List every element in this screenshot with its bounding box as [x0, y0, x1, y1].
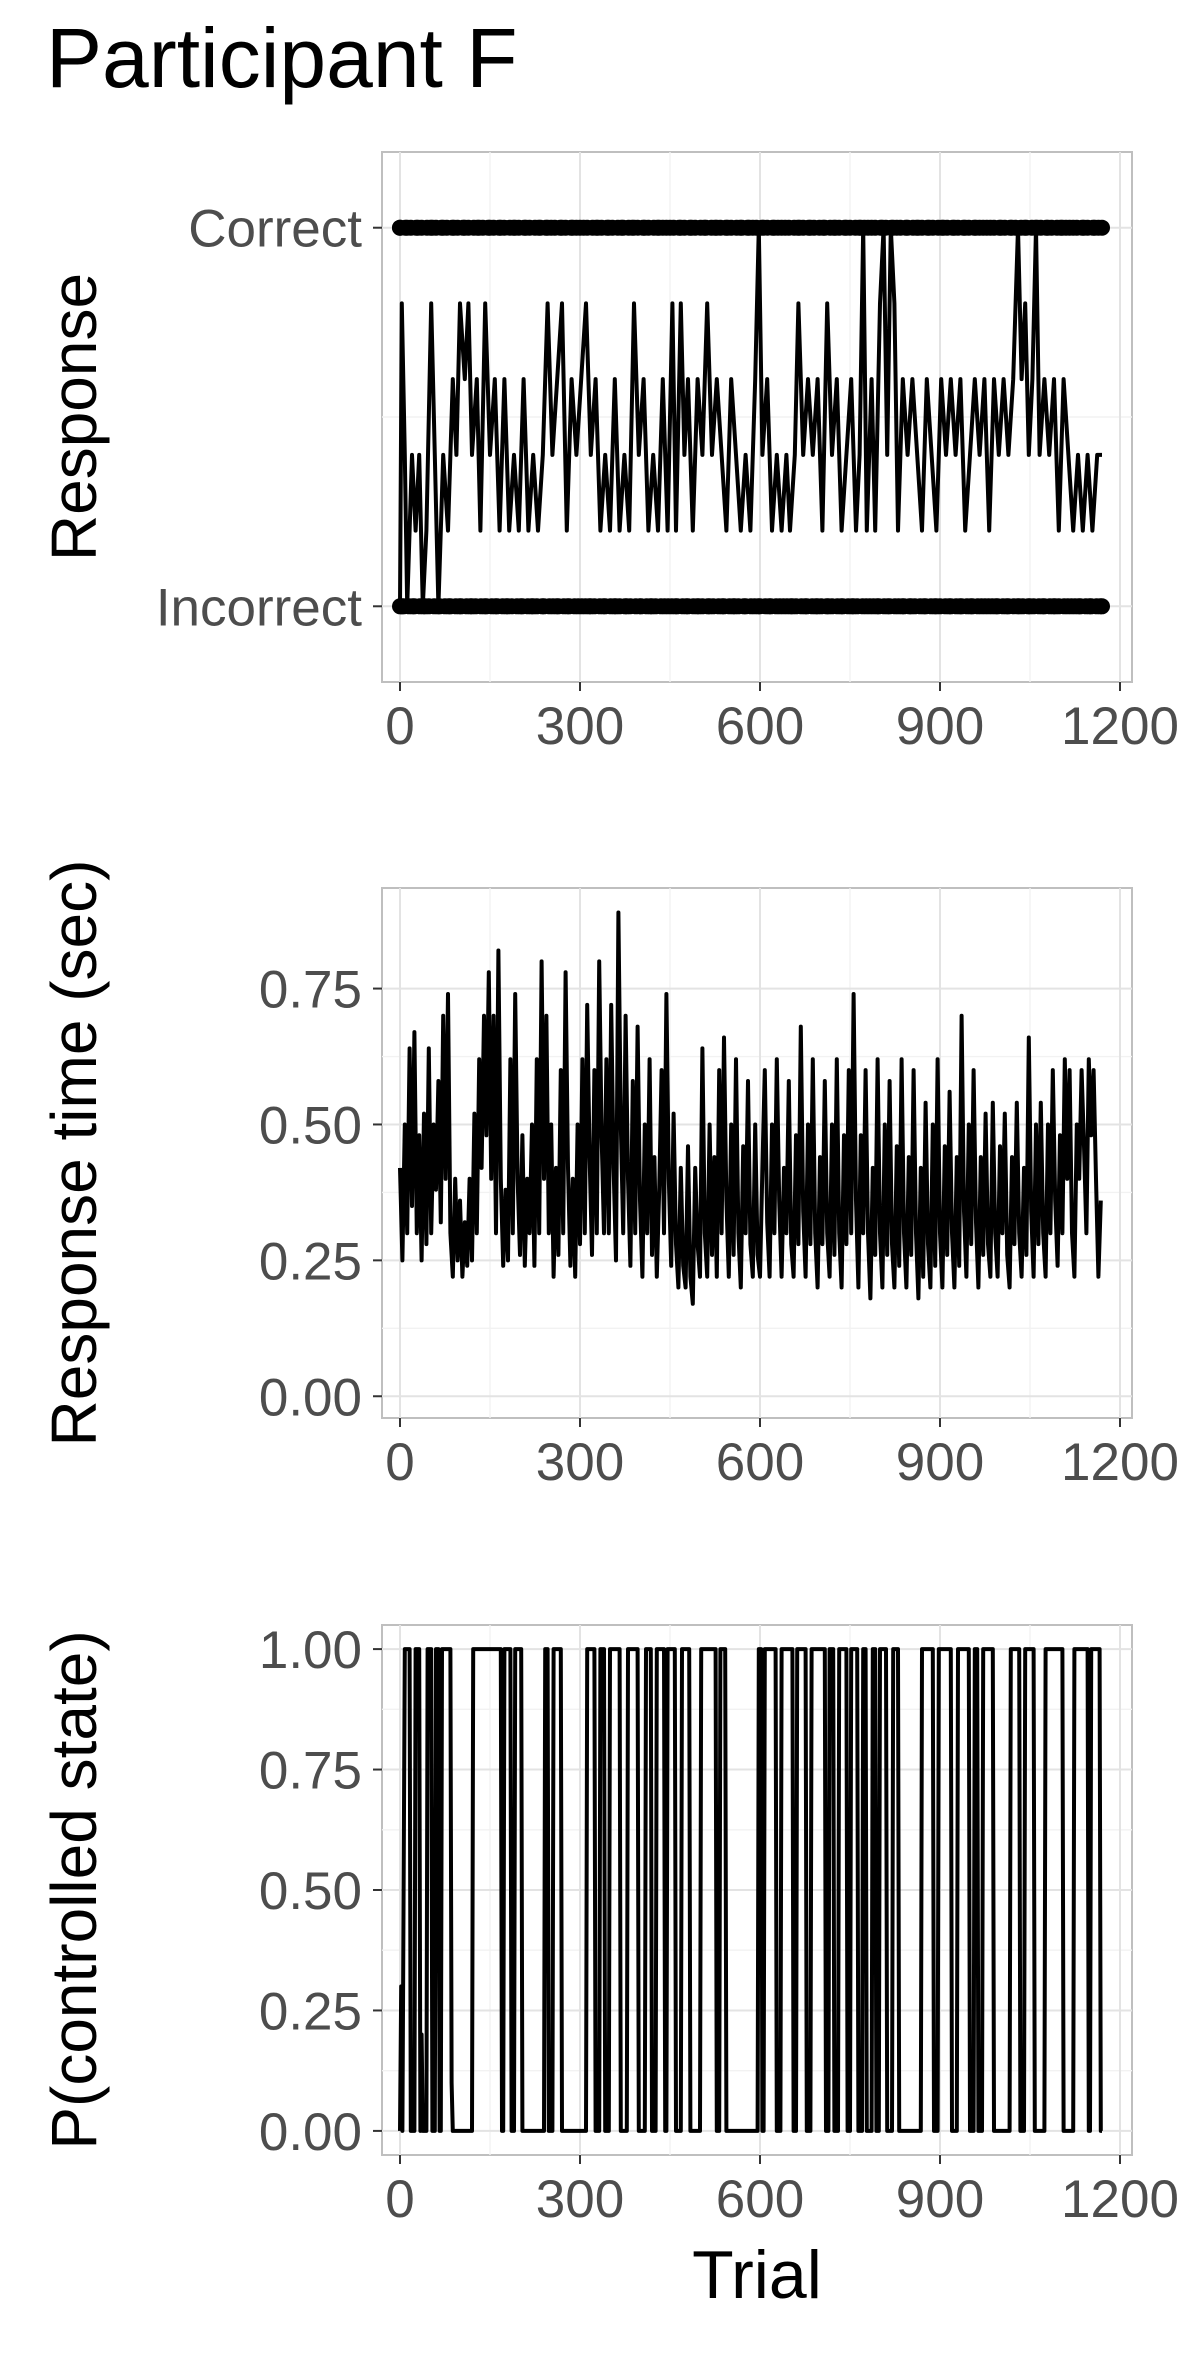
panel-response-time-y-tick-label: 0.25	[259, 1232, 362, 1291]
panel-response-x-tick-label: 300	[536, 697, 624, 756]
panel-response-time-x-tick-label: 1200	[1061, 1433, 1179, 1492]
y-axis-label-p-controlled: P(controlled state)	[38, 1630, 110, 2149]
panel-p-controlled-series-line	[398, 1647, 1103, 2133]
panel-response-series	[398, 225, 1102, 609]
panel-response-time-y-tick-label: 0.75	[259, 961, 362, 1020]
panel-response-axes: 0 300 600 900 1200 Incorrect Correct	[156, 200, 1179, 756]
panel-p-controlled-x-tick-label: 300	[536, 2170, 624, 2229]
panel-response-point	[1094, 598, 1110, 615]
panel-response-time-x-tick-label: 0	[385, 1433, 414, 1492]
panel-p-controlled-y-tick-label: 0.75	[259, 1742, 362, 1801]
panel-response-y-tick-label: Incorrect	[156, 578, 362, 637]
panel-p-controlled-x-tick-label: 1200	[1061, 2170, 1179, 2229]
panel-p-controlled-y-tick-label: 0.50	[259, 1862, 362, 1921]
panel-response-time-grid	[382, 888, 1132, 1418]
panel-response-y-tick-label: Correct	[188, 200, 362, 259]
panel-response-time-axes: 0 300 600 900 1200 0.00 0.25 0.50 0.75	[259, 961, 1179, 1492]
panel-p-controlled-y-tick-label: 0.25	[259, 1982, 362, 2041]
x-axis-label-trial: Trial	[692, 2237, 822, 2313]
y-axis-label-response: Response	[38, 273, 110, 561]
panel-response: 0 300 600 900 1200 Incorrect Correct Response	[38, 151, 1179, 756]
panel-response-x-tick-label: 1200	[1061, 697, 1179, 756]
panel-response-time-x-tick-label: 600	[716, 1433, 804, 1492]
panel-response-x-tick-label: 900	[896, 697, 984, 756]
panel-response-x-tick-label: 0	[385, 697, 414, 756]
panel-p-controlled-y-tick-label: 0.00	[259, 2103, 362, 2162]
panel-response-point	[1094, 219, 1110, 236]
panel-response-point	[392, 598, 408, 615]
panel-response-points	[392, 219, 1110, 615]
panel-response-time-x-tick-label: 900	[896, 1433, 984, 1492]
panel-p-controlled-x-tick-label: 600	[716, 2170, 804, 2229]
panel-p-controlled-axes: 0 300 600 900 1200 0.00 0.25 0.50 0.75 1.00	[259, 1621, 1179, 2229]
panel-response-time: 0 300 600 900 1200 0.00 0.25 0.50 0.75 Response …	[38, 860, 1179, 1492]
panel-response-time-y-tick-label: 0.00	[259, 1368, 362, 1427]
figure-title: Participant F	[46, 11, 518, 105]
y-axis-label-response-time: Response time (sec)	[38, 860, 110, 1447]
panel-response-time-x-tick-label: 300	[536, 1433, 624, 1492]
panel-response-series-line	[398, 225, 1102, 609]
panel-response-x-tick-label: 600	[716, 697, 804, 756]
panel-p-controlled-x-tick-label: 900	[896, 2170, 984, 2229]
panel-p-controlled-y-tick-label: 1.00	[259, 1621, 362, 1680]
panel-p-controlled-x-tick-label: 0	[385, 2170, 414, 2229]
panel-response-point	[392, 219, 408, 236]
panel-p-controlled-series	[398, 1647, 1103, 2133]
panel-p-controlled: 0 300 600 900 1200 0.00 0.25 0.50 0.75 1.00 P(con…	[38, 1621, 1179, 2229]
panel-response-time-series-line	[398, 910, 1103, 1306]
panel-response-time-y-tick-label: 0.50	[259, 1096, 362, 1155]
panel-response-time-series	[398, 910, 1103, 1306]
